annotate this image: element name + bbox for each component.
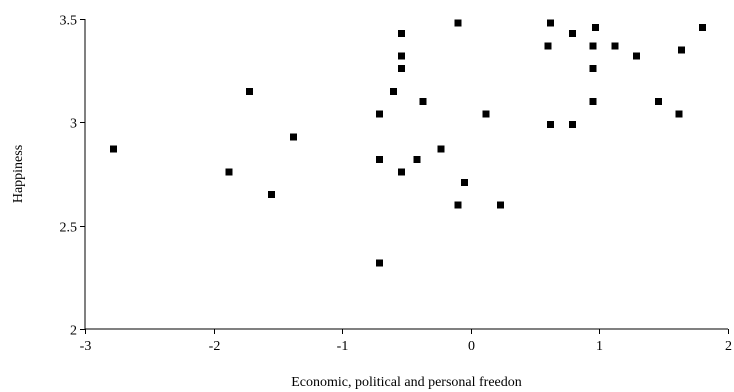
- data-point: [678, 46, 686, 54]
- data-point: [547, 120, 555, 128]
- data-point: [375, 259, 383, 267]
- data-point: [589, 65, 597, 73]
- y-tick-label: 2: [70, 324, 77, 339]
- y-tick-label: 2.5: [60, 221, 78, 236]
- data-point: [589, 98, 597, 106]
- data-point: [375, 110, 383, 118]
- data-point: [547, 19, 555, 27]
- data-point: [460, 178, 468, 186]
- data-point: [482, 110, 490, 118]
- data-point: [592, 23, 600, 31]
- data-point: [454, 19, 462, 27]
- x-tick-label: 1: [596, 339, 603, 354]
- data-point: [289, 133, 297, 141]
- data-point: [397, 29, 405, 37]
- data-point: [611, 42, 619, 50]
- y-axis-title: Happiness: [11, 145, 26, 203]
- data-point: [655, 98, 663, 106]
- x-tick-label: -2: [209, 339, 221, 354]
- data-point: [633, 52, 641, 60]
- data-point: [413, 156, 421, 164]
- data-point: [390, 87, 398, 95]
- data-point: [397, 65, 405, 73]
- data-point: [267, 191, 275, 199]
- data-point: [225, 168, 233, 176]
- data-point: [375, 156, 383, 164]
- data-point: [454, 201, 462, 209]
- data-point: [437, 145, 445, 153]
- data-point: [109, 145, 117, 153]
- data-point: [589, 42, 597, 50]
- data-point: [544, 42, 552, 50]
- data-points: [109, 19, 706, 267]
- data-point: [397, 52, 405, 60]
- data-point: [568, 29, 576, 37]
- y-tick-label: 3.5: [60, 14, 78, 29]
- data-point: [675, 110, 683, 118]
- data-point: [698, 23, 706, 31]
- data-point: [419, 98, 427, 106]
- x-tick-label: -3: [80, 339, 92, 354]
- data-point: [496, 201, 504, 209]
- x-tick-label: 2: [725, 339, 732, 354]
- data-point: [246, 87, 254, 95]
- x-tick-label: 0: [468, 339, 475, 354]
- y-tick-label: 3: [70, 117, 77, 132]
- x-tick-label: -1: [337, 339, 349, 354]
- axes: -3 -2 -1 0 1 2 2 2.5 3 3.5: [60, 14, 733, 355]
- data-point: [397, 168, 405, 176]
- data-point: [568, 120, 576, 128]
- x-axis-title: Economic, political and personal freedon: [291, 375, 522, 390]
